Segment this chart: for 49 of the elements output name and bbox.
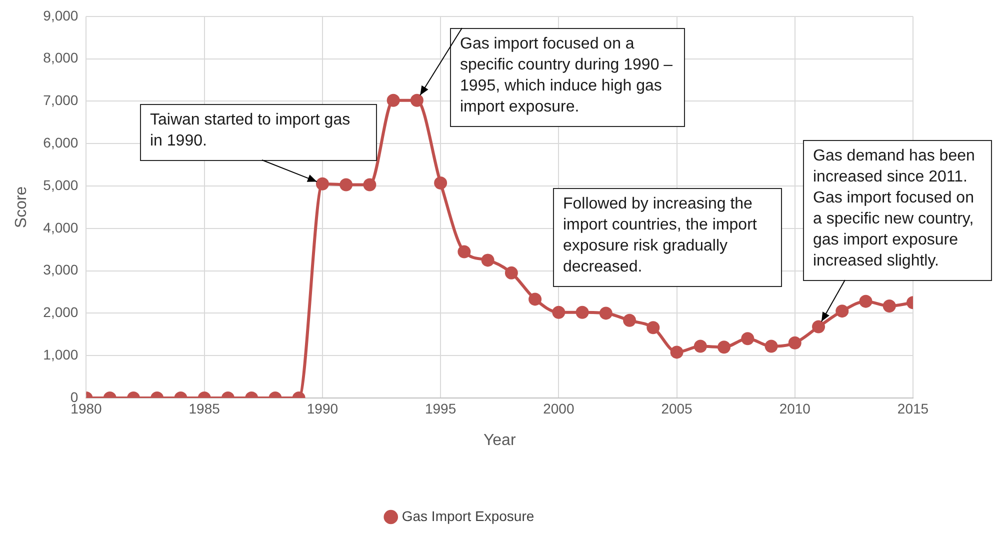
point: [836, 304, 849, 318]
point: [859, 294, 872, 308]
point: [316, 177, 329, 190]
annotation: Followed by increasing the import countries, the import exposure risk gradually decreased.: [563, 195, 758, 276]
point: [458, 245, 471, 258]
point: [434, 176, 448, 190]
y-tick-label: 0: [70, 388, 78, 405]
point: [764, 340, 778, 353]
point: [599, 306, 612, 320]
x-tick-label: 1990: [306, 400, 338, 416]
x-axis-title: Year: [483, 432, 516, 449]
annotation: Gas demand has been increased since 2011. Gas import focused on a specific new country, gas import exposure increased slightly.: [813, 147, 975, 270]
point: [882, 299, 896, 312]
y-tick-label: 1,000: [43, 346, 78, 362]
point: [410, 94, 424, 107]
point: [504, 266, 518, 280]
point: [576, 306, 589, 319]
x-tick-label: 2005: [661, 400, 693, 416]
legend-label: Gas Import Exposure: [402, 508, 534, 524]
x-tick-label: 2010: [779, 400, 811, 416]
point: [552, 306, 566, 319]
x-tick-label: 2015: [897, 400, 929, 416]
y-tick-label: 8,000: [43, 50, 78, 66]
x-tick-label: 1985: [188, 400, 220, 416]
point: [340, 178, 353, 192]
point: [812, 320, 826, 334]
point: [386, 94, 400, 107]
y-tick-label: 2,000: [43, 304, 78, 320]
point: [623, 314, 636, 327]
y-tick-label: 5,000: [43, 176, 78, 193]
x-tick-label: 2000: [543, 400, 574, 416]
point: [646, 321, 660, 334]
x-tick-label: 1995: [424, 400, 456, 416]
point: [363, 178, 376, 192]
y-tick-label: 6,000: [43, 134, 78, 150]
annotation: Gas import focused on a specific country during 1990 – 1995, which induce high gas import exposure.: [460, 35, 673, 116]
point: [741, 332, 754, 346]
point: [528, 292, 542, 306]
y-tick-label: 4,000: [43, 219, 78, 236]
y-tick-label: 3,000: [43, 262, 78, 278]
y-axis-title: Score: [13, 186, 30, 228]
point: [718, 340, 731, 354]
point: [670, 346, 684, 359]
point: [788, 336, 802, 350]
point: [481, 254, 494, 267]
y-tick-label: 9,000: [43, 7, 78, 24]
point: [694, 340, 707, 353]
annotation: Taiwan started to import gas in 1990.: [150, 111, 350, 150]
y-tick-label: 7,000: [43, 92, 78, 108]
